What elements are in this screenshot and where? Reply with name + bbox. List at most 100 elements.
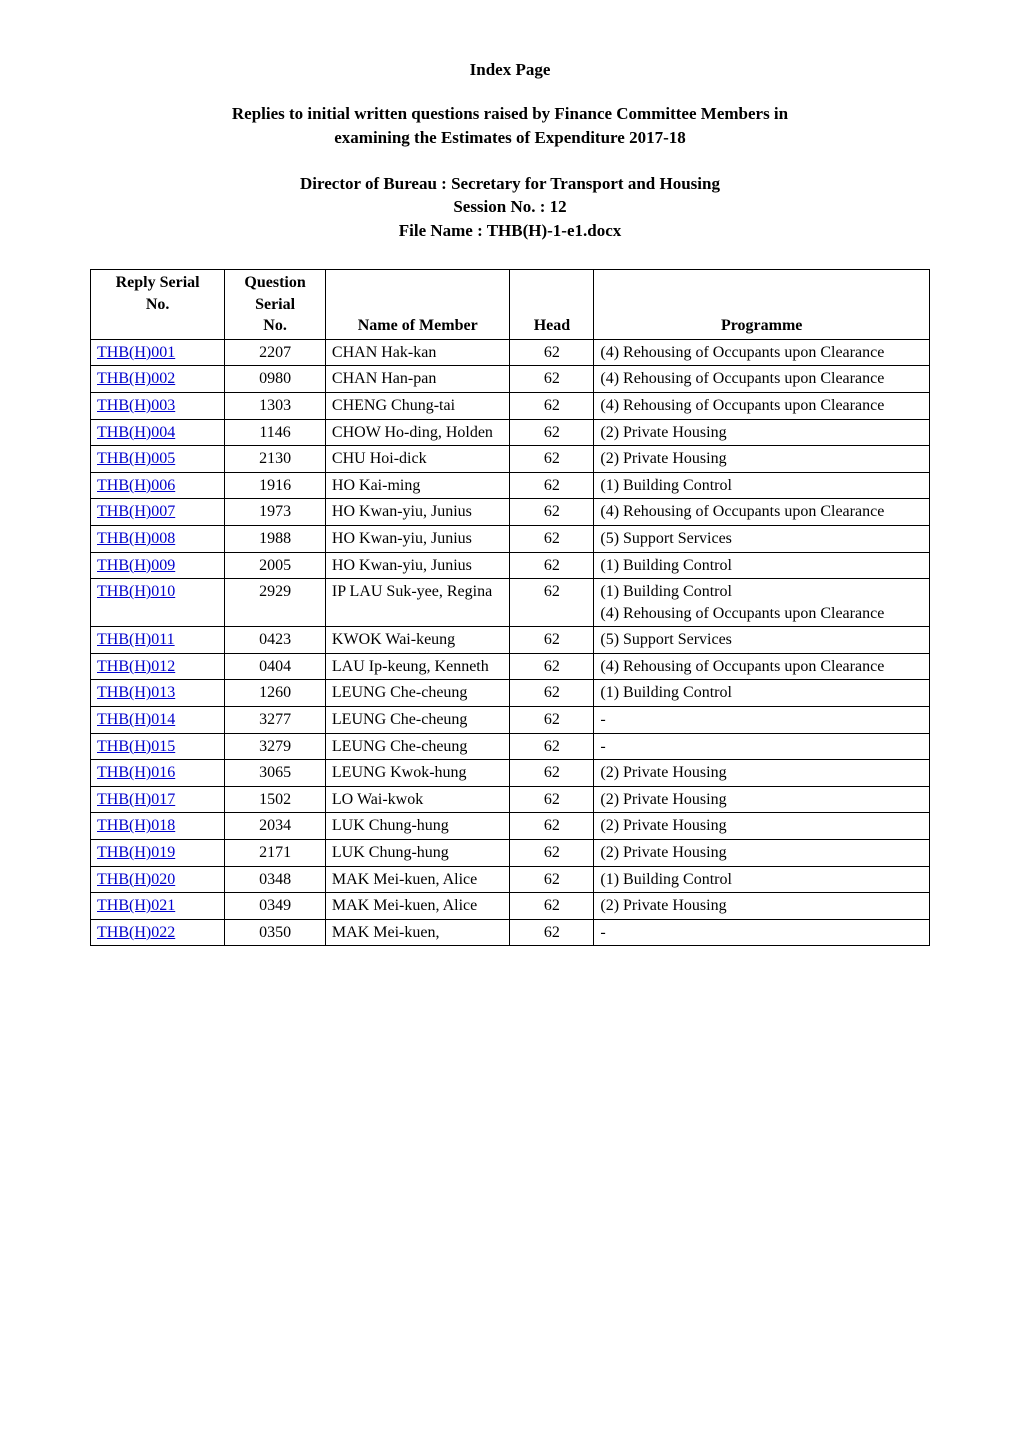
table-row: THB(H)0143277LEUNG Che-cheung62- xyxy=(91,707,930,734)
reply-serial-link[interactable]: THB(H)001 xyxy=(97,344,175,361)
cell-member: LAU Ip-keung, Kenneth xyxy=(325,653,510,680)
reply-serial-link[interactable]: THB(H)009 xyxy=(97,557,175,574)
cell-head: 62 xyxy=(510,627,594,654)
cell-reply-serial: THB(H)009 xyxy=(91,552,225,579)
cell-reply-serial: THB(H)004 xyxy=(91,419,225,446)
cell-question-serial: 2171 xyxy=(225,840,326,867)
table-row: THB(H)0153279LEUNG Che-cheung62- xyxy=(91,733,930,760)
cell-question-serial: 1260 xyxy=(225,680,326,707)
cell-reply-serial: THB(H)001 xyxy=(91,339,225,366)
cell-programme: (1) Building Control xyxy=(594,552,930,579)
cell-programme: (2) Private Housing xyxy=(594,813,930,840)
cell-head: 62 xyxy=(510,653,594,680)
cell-question-serial: 1988 xyxy=(225,525,326,552)
cell-reply-serial: THB(H)011 xyxy=(91,627,225,654)
reply-serial-link[interactable]: THB(H)007 xyxy=(97,503,175,520)
cell-head: 62 xyxy=(510,339,594,366)
reply-serial-link[interactable]: THB(H)011 xyxy=(97,631,175,648)
cell-reply-serial: THB(H)002 xyxy=(91,366,225,393)
table-row: THB(H)009 2005HO Kwan-yiu, Junius62(1) Bu… xyxy=(91,552,930,579)
reply-serial-link[interactable]: THB(H)003 xyxy=(97,397,175,414)
subtitle-line-1: Replies to initial written questions rai… xyxy=(232,104,788,123)
reply-serial-link[interactable]: THB(H)015 xyxy=(97,738,175,755)
header-member: Name of Member xyxy=(325,269,510,339)
reply-serial-link[interactable]: THB(H)012 xyxy=(97,658,175,675)
table-row: THB(H)0041146CHOW Ho-ding, Holden62(2) P… xyxy=(91,419,930,446)
cell-head: 62 xyxy=(510,446,594,473)
cell-reply-serial: THB(H)019 xyxy=(91,840,225,867)
reply-serial-link[interactable]: THB(H)010 xyxy=(97,583,175,600)
cell-programme: (4) Rehousing of Occupants upon Clearanc… xyxy=(594,339,930,366)
cell-head: 62 xyxy=(510,707,594,734)
cell-head: 62 xyxy=(510,472,594,499)
header-reply-serial: Reply Serial No. xyxy=(91,269,225,339)
cell-member: HO Kwan-yiu, Junius xyxy=(325,552,510,579)
reply-serial-link[interactable]: THB(H)022 xyxy=(97,924,175,941)
cell-member: LO Wai-kwok xyxy=(325,786,510,813)
cell-programme: (1) Building Control xyxy=(594,472,930,499)
cell-head: 62 xyxy=(510,392,594,419)
cell-head: 62 xyxy=(510,680,594,707)
cell-member: CHAN Hak-kan xyxy=(325,339,510,366)
cell-programme: (2) Private Housing xyxy=(594,840,930,867)
cell-member: HO Kai-ming xyxy=(325,472,510,499)
cell-member: LEUNG Kwok-hung xyxy=(325,760,510,787)
page-title: Index Page xyxy=(90,60,930,80)
reply-serial-link[interactable]: THB(H)002 xyxy=(97,370,175,387)
reply-serial-link[interactable]: THB(H)016 xyxy=(97,764,175,781)
header-question-serial-l2: Serial xyxy=(255,296,295,313)
cell-programme: (4) Rehousing of Occupants upon Clearanc… xyxy=(594,366,930,393)
reply-serial-link[interactable]: THB(H)017 xyxy=(97,791,175,808)
reply-serial-link[interactable]: THB(H)013 xyxy=(97,684,175,701)
reply-serial-link[interactable]: THB(H)005 xyxy=(97,450,175,467)
cell-programme: (1) Building Control xyxy=(594,866,930,893)
cell-question-serial: 2005 xyxy=(225,552,326,579)
cell-member: LUK Chung-hung xyxy=(325,813,510,840)
table-row: THB(H)003 1303CHENG Chung-tai62(4) Rehous… xyxy=(91,392,930,419)
cell-reply-serial: THB(H)021 xyxy=(91,893,225,920)
header-question-serial-l1: Question xyxy=(244,274,305,291)
cell-programme: (4) Rehousing of Occupants upon Clearanc… xyxy=(594,392,930,419)
reply-serial-link[interactable]: THB(H)014 xyxy=(97,711,175,728)
cell-head: 62 xyxy=(510,786,594,813)
cell-member: CHOW Ho-ding, Holden xyxy=(325,419,510,446)
reply-serial-link[interactable]: THB(H)008 xyxy=(97,530,175,547)
table-row: THB(H)0163065LEUNG Kwok-hung62(2) Privat… xyxy=(91,760,930,787)
table-row: THB(H)0102929IP LAU Suk-yee, Regina62(1)… xyxy=(91,579,930,627)
table-row: THB(H)0071973HO Kwan-yiu, Junius62(4) Re… xyxy=(91,499,930,526)
cell-reply-serial: THB(H)012 xyxy=(91,653,225,680)
cell-question-serial: 0980 xyxy=(225,366,326,393)
table-row: THB(H)0171502LO Wai-kwok62(2) Private Ho… xyxy=(91,786,930,813)
header-question-serial: Question Serial No. xyxy=(225,269,326,339)
cell-member: MAK Mei-kuen, Alice xyxy=(325,893,510,920)
cell-head: 62 xyxy=(510,760,594,787)
cell-question-serial: 2034 xyxy=(225,813,326,840)
reply-serial-link[interactable]: THB(H)004 xyxy=(97,424,175,441)
cell-programme: (2) Private Housing xyxy=(594,760,930,787)
cell-question-serial: 3277 xyxy=(225,707,326,734)
reply-serial-link[interactable]: THB(H)019 xyxy=(97,844,175,861)
reply-serial-link[interactable]: THB(H)020 xyxy=(97,871,175,888)
cell-member: CHAN Han-pan xyxy=(325,366,510,393)
cell-head: 62 xyxy=(510,552,594,579)
cell-reply-serial: THB(H)013 xyxy=(91,680,225,707)
cell-question-serial: 1916 xyxy=(225,472,326,499)
cell-programme: (5) Support Services xyxy=(594,525,930,552)
header-reply-serial-l2: No. xyxy=(146,296,170,313)
cell-member: CHENG Chung-tai xyxy=(325,392,510,419)
cell-member: LEUNG Che-cheung xyxy=(325,733,510,760)
table-row: THB(H)0012207CHAN Hak-kan62(4) Rehousing… xyxy=(91,339,930,366)
cell-reply-serial: THB(H)017 xyxy=(91,786,225,813)
cell-head: 62 xyxy=(510,733,594,760)
reply-serial-link[interactable]: THB(H)006 xyxy=(97,477,175,494)
cell-programme: (2) Private Housing xyxy=(594,786,930,813)
cell-head: 62 xyxy=(510,893,594,920)
cell-member: LEUNG Che-cheung xyxy=(325,707,510,734)
reply-serial-link[interactable]: THB(H)021 xyxy=(97,897,175,914)
cell-member: IP LAU Suk-yee, Regina xyxy=(325,579,510,627)
reply-serial-link[interactable]: THB(H)018 xyxy=(97,817,175,834)
table-row: THB(H)0081988HO Kwan-yiu, Junius62(5) Su… xyxy=(91,525,930,552)
cell-member: KWOK Wai-keung xyxy=(325,627,510,654)
cell-reply-serial: THB(H)010 xyxy=(91,579,225,627)
cell-question-serial: 1303 xyxy=(225,392,326,419)
